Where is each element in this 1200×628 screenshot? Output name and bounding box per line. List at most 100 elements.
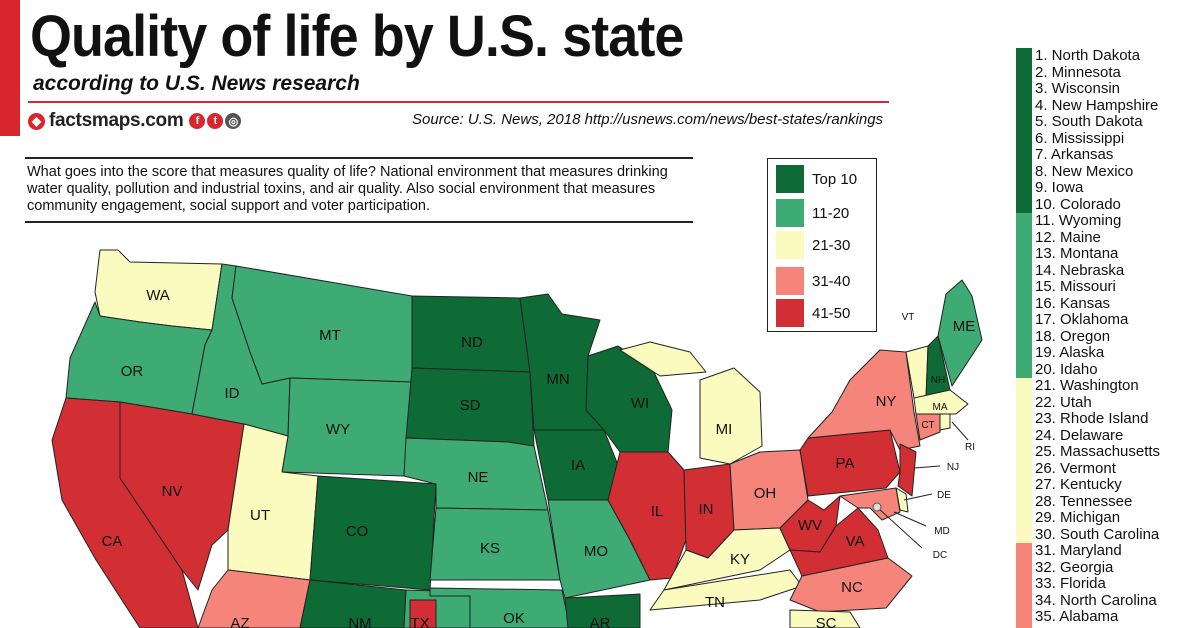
brand-name[interactable]: factsmaps.com [49,110,184,131]
state-label-DE: DE [937,490,951,501]
state-MI[interactable] [699,367,763,465]
state-label-NC: NC [841,579,863,596]
state-label-IN: IN [699,501,714,518]
state-MD[interactable] [839,487,901,521]
state-label-IA: IA [571,457,585,474]
ranking-item: 23. Rhode Island [1035,410,1149,427]
ranking-item: 26. Vermont [1035,459,1116,477]
state-label-TN: TN [705,594,725,611]
rank-color-bar-21-30 [1016,378,1032,543]
legend-label: Top 10 [812,170,858,188]
legend-swatch [776,267,804,295]
state-label-NM: NM [348,615,371,628]
ranking-item: 21. Washington [1035,377,1139,394]
rank-color-bar-31-40 [1016,543,1032,628]
ranking-item: 32. Georgia [1035,558,1114,576]
state-AZ[interactable] [197,569,311,628]
ranking-item: 11. Wyoming [1035,212,1122,229]
description-box: What goes into the score that measures q… [25,157,693,223]
state-label-UT: UT [250,507,270,524]
ranking-item: 1. North Dakota [1035,47,1141,64]
state-AR[interactable] [564,593,641,628]
state-label-RI: RI [965,442,975,453]
ranking-item: 17. Oklahoma [1035,311,1129,328]
ranking-item: 9. Iowa [1035,179,1084,196]
legend-item: 21-30 [776,231,850,259]
state-label-CA: CA [102,533,123,550]
state-NJ[interactable] [897,443,917,497]
state-TN[interactable] [649,569,803,611]
ranking-item: 14. Nebraska [1035,261,1125,279]
legend-item: 41-50 [776,299,850,327]
state-label-WY: WY [326,421,350,438]
ranking-item: 25. Massachusetts [1035,443,1161,460]
state-ME[interactable] [937,279,983,387]
dc-marker-icon [872,502,882,512]
state-MI-upper[interactable] [619,341,707,377]
state-label-PA: PA [836,455,855,472]
legend-item: Top 10 [776,165,857,193]
ranking-item: 19. Alaska [1035,344,1105,361]
state-label-SD: SD [460,397,481,414]
ranking-item: 35. Alabama [1035,608,1119,625]
state-label-MI: MI [716,421,733,438]
accent-bar [0,0,20,136]
ranking-item: 6. Mississippi [1035,129,1125,147]
legend-swatch [776,299,804,327]
factsmaps-logo-icon: ◆ [28,112,45,130]
state-label-VA: VA [846,533,865,550]
ranking-item: 7. Arkansas [1035,146,1114,163]
state-label-NV: NV [162,483,183,500]
legend-label: 11-20 [812,204,850,222]
ranking-item: 18. Oregon [1035,327,1111,345]
state-MT[interactable] [231,265,413,385]
state-OK[interactable] [429,587,571,628]
rank-color-bar-top10 [1016,48,1032,213]
state-label-NE: NE [468,469,489,486]
legend-swatch [776,231,804,259]
state-CT[interactable] [915,413,941,441]
state-label-MD: MD [934,526,950,537]
state-CO[interactable] [309,475,437,591]
ranking-item: 22. Utah [1035,393,1092,411]
state-label-AZ: AZ [230,615,249,628]
ranking-item: 29. Michigan [1035,509,1121,526]
ranking-item: 8. New Mexico [1035,162,1134,180]
state-WY[interactable] [281,377,413,477]
state-label-WI: WI [631,395,649,412]
state-label-SC: SC [816,615,837,628]
rank-color-bar-11-20 [1016,213,1032,378]
legend-label: 41-50 [812,304,851,322]
state-NM[interactable] [299,579,407,628]
ranking-item: 13. Montana [1035,245,1119,262]
state-TX-panhandle[interactable] [409,599,437,628]
brand[interactable]: ◆ factsmaps.com f t ◎ [28,110,242,132]
state-NC[interactable] [789,557,913,613]
ranking-item: 31. Maryland [1035,542,1122,559]
state-label-AR: AR [590,615,611,628]
state-label-ND: ND [461,334,483,351]
state-NY[interactable] [807,349,921,451]
instagram-icon[interactable]: ◎ [225,113,242,129]
state-label-KY: KY [730,551,750,568]
ranking-item: 5. South Dakota [1035,113,1143,130]
ranking-item: 24. Delaware [1035,426,1124,444]
legend-item: 31-40 [776,267,850,295]
state-SC[interactable] [789,609,861,628]
legend-swatch [776,199,804,227]
state-RI[interactable] [939,413,951,431]
ranking-item: 34. North Carolina [1035,591,1157,609]
state-label-OR: OR [121,363,144,380]
ranking-item: 4. New Hampshire [1035,96,1159,114]
state-label-KS: KS [480,540,500,557]
state-label-VT: VT [902,312,915,323]
twitter-icon[interactable]: t [207,113,224,129]
state-MA[interactable] [913,389,969,415]
facebook-icon[interactable]: f [189,113,206,129]
ranking-item: 2. Minnesota [1035,63,1121,81]
state-label-ME: ME [953,318,976,335]
state-label-MA: MA [933,402,948,413]
social-links: f t ◎ [189,113,242,129]
page-subtitle: according to U.S. News research [33,72,360,95]
state-label-MO: MO [584,543,608,560]
